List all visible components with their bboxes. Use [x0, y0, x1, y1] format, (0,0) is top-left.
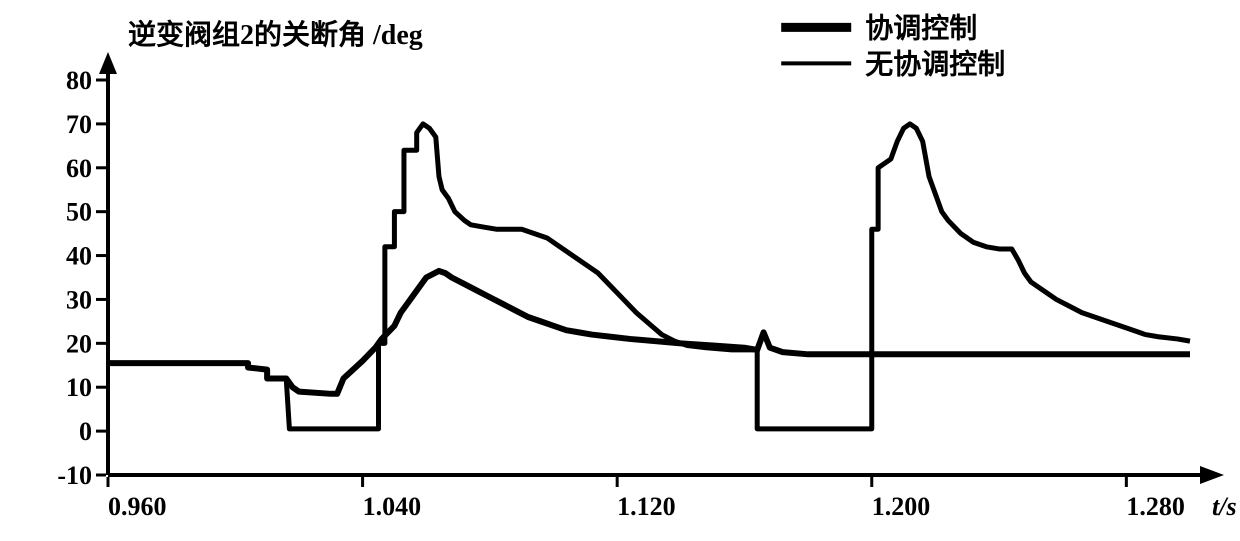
chart-title: 逆变阀组2的关断角 /deg	[128, 18, 423, 51]
legend-label: 协调控制	[865, 12, 977, 44]
line-chart: -10 0 10 20 30 40 50 60 70 80 0.960 1.040 1.120 1.200…	[0, 0, 1240, 541]
x-tick-label: 1.120	[617, 492, 676, 521]
x-tick-label: 0.960	[108, 492, 167, 521]
chart-container: -10 0 10 20 30 40 50 60 70 80 0.960 1.040 1.120 1.200…	[0, 0, 1240, 541]
y-tick-label: 50	[66, 198, 92, 227]
legend-label: 无协调控制	[865, 48, 1005, 80]
x-axis-label: t/s	[1212, 492, 1237, 521]
y-tick-label: 40	[66, 242, 92, 271]
y-tick-label: 20	[66, 329, 92, 358]
y-tick-label: 30	[66, 285, 92, 314]
y-tick-label: -10	[57, 461, 92, 490]
x-tick-label: 1.200	[872, 492, 931, 521]
x-tick-label: 1.280	[1126, 492, 1185, 521]
y-tick-label: 80	[66, 66, 92, 95]
y-tick-label: 60	[66, 154, 92, 183]
x-tick-label: 1.040	[363, 492, 422, 521]
y-tick-label: 70	[66, 110, 92, 139]
y-tick-label: 10	[66, 373, 92, 402]
y-tick-label: 0	[79, 417, 92, 446]
